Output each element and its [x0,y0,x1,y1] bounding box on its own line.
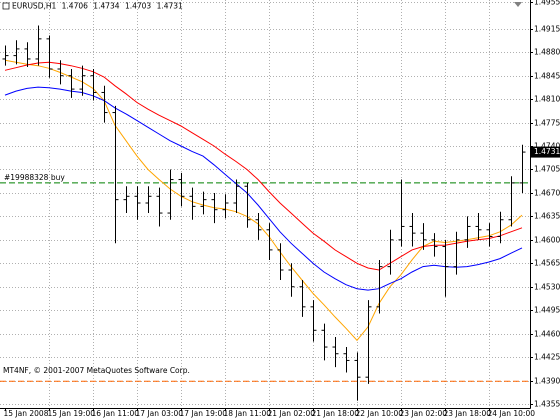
x-tick-label: 15 Jan 19:00 [48,409,96,418]
header-open: 1.4706 [62,2,88,11]
y-tick-label: 1.4880 [534,48,560,57]
symbol-icon [2,2,10,10]
x-tick-label: 24 Jan 10:00 [488,409,536,418]
y-tick-label: 1.4600 [534,236,560,245]
x-tick-label: 16 Jan 11:00 [92,409,140,418]
x-tick-label: 17 Jan 03:00 [136,409,184,418]
y-tick-label: 1.4955 [534,0,560,7]
y-tick-label: 1.4740 [534,142,560,151]
y-tick-label: 1.4705 [534,165,560,174]
header-high: 1.4734 [93,2,119,11]
y-tick-label: 1.4845 [534,72,560,81]
y-tick-label: 1.4915 [534,25,560,34]
x-tick-label: 17 Jan 19:00 [180,409,228,418]
y-tick-label: 1.4355 [534,400,560,409]
current-price-box [531,146,560,158]
y-tick-label: 1.4670 [534,189,560,198]
x-tick-label: 15 Jan 2008 [4,409,49,418]
copyright: MT4NF, © 2001-2007 MetaQuotes Software C… [3,366,190,375]
x-tick-label: 18 Jan 11:00 [224,409,272,418]
y-tick-label: 1.4635 [534,212,560,221]
y-tick-label: 1.4425 [534,353,560,362]
x-tick-label: 23 Jan 18:00 [444,409,492,418]
order-label: #19988328 buy [4,173,65,182]
lines [0,59,530,382]
y-tick-label: 1.4390 [534,377,560,386]
chart-header: EURUSD,H1 1.4706 1.4734 1.4703 1.4731 [12,2,183,11]
y-tick-label: 1.4460 [534,330,560,339]
header-close: 1.4731 [157,2,183,11]
moving-average [4,86,523,291]
current-price-label: 1.4731 [534,147,560,156]
moving-average [4,59,523,342]
y-tick-label: 1.4775 [534,119,560,128]
y-tick-label: 1.4810 [534,95,560,104]
moving-average [4,61,523,271]
x-tick-label: 21 Jan 02:00 [268,409,316,418]
chart-shift-marker [514,2,522,7]
x-tick-label: 22 Jan 10:00 [356,409,404,418]
x-tick-label: 23 Jan 02:00 [400,409,448,418]
bars [2,25,526,401]
symbol: EURUSD,H1 [12,2,56,11]
x-tick-label: 21 Jan 18:00 [312,409,360,418]
y-tick-label: 1.4495 [534,306,560,315]
y-tick-label: 1.4530 [534,283,560,292]
y-tick-label: 1.4565 [534,259,560,268]
header-low: 1.4703 [125,2,151,11]
